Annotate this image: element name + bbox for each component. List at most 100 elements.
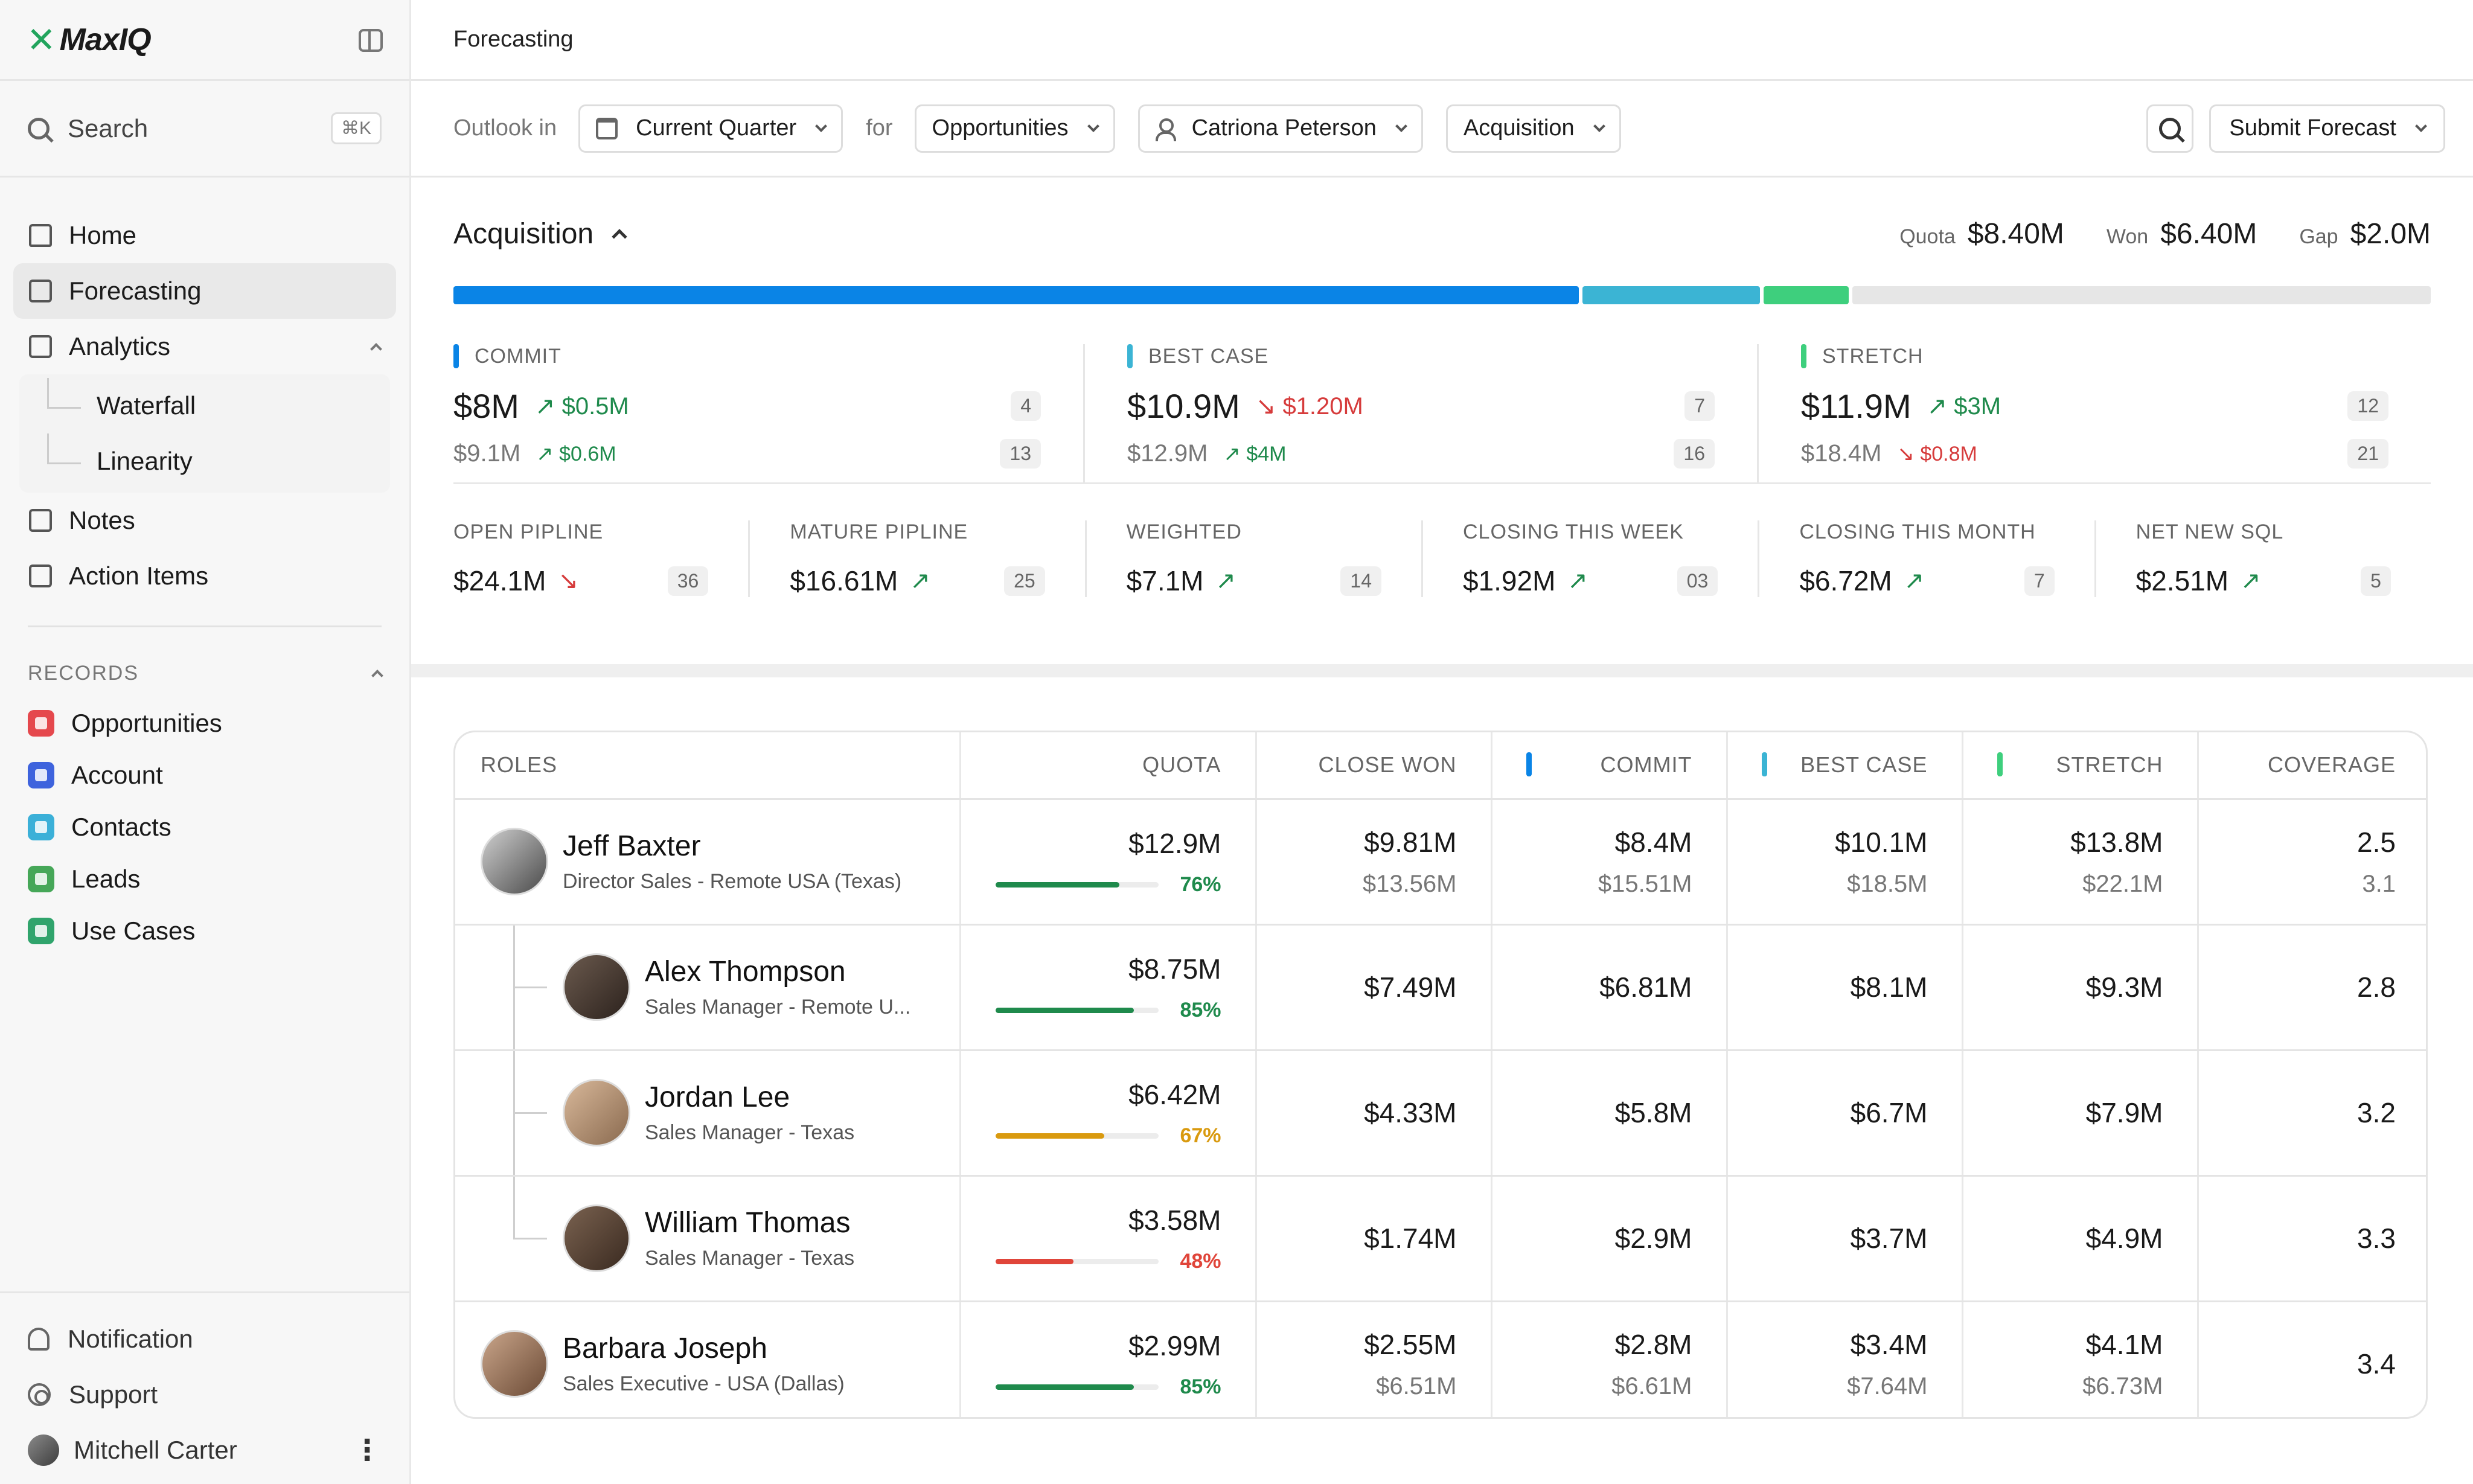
column-header-quota[interactable]: QUOTA — [959, 732, 1256, 800]
metric-open-pipline[interactable]: OPEN PIPLINE $24.1M ↘ 36 — [453, 520, 748, 597]
pipeline-metrics: OPEN PIPLINE $24.1M ↘ 36 MATURE PIPLINE $16.6… — [453, 520, 2431, 597]
sidebar-item-analytics[interactable]: Analytics — [13, 319, 396, 374]
column-header-label: STRETCH — [2056, 752, 2163, 778]
person-name[interactable]: William Thomas — [645, 1207, 851, 1239]
coverage-cell: 3.4 — [2196, 1301, 2426, 1417]
owner-select[interactable]: Catriona Peterson — [1137, 104, 1423, 153]
card-sub-value: $12.9M — [1127, 440, 1208, 467]
sidebar-item-support[interactable]: Support — [0, 1367, 409, 1422]
person-name[interactable]: Barbara Joseph — [563, 1332, 767, 1364]
forecast-card-commit[interactable]: COMMIT $8M ↗ $0.5M 4 $9.1M ↗ $0.6M 13 — [453, 344, 1083, 482]
coverage-value: 2.8 — [2357, 971, 2396, 1003]
card-delta: ↗ $0.5M — [535, 392, 629, 420]
user-profile[interactable]: Mitchell Carter ⋮ — [0, 1422, 409, 1478]
metric-closing-this-month[interactable]: CLOSING THIS MONTH $6.72M ↗ 7 — [1758, 520, 2094, 597]
card-delta: ↘ $1.20M — [1256, 392, 1363, 420]
sidebar-item-use-cases[interactable]: Use Cases — [0, 905, 409, 957]
sidebar-nav: Home Forecasting Analytics Waterfall Lin… — [0, 178, 409, 604]
submit-forecast-button[interactable]: Submit Forecast — [2209, 104, 2445, 153]
table-row[interactable]: Alex Thompson Sales Manager - Remote U...… — [455, 924, 2426, 1051]
person: Jordan Lee Sales Manager - Texas — [481, 1051, 959, 1175]
sidebar-item-opportunities[interactable]: Opportunities — [0, 697, 409, 749]
column-header-commit[interactable]: COMMIT — [1490, 732, 1727, 800]
sidebar-item-forecasting[interactable]: Forecasting — [13, 263, 396, 319]
chevron-up-icon[interactable] — [612, 229, 627, 245]
close-won-cell: $9.81M $13.56M — [1255, 799, 1491, 926]
trend-up-icon: ↗ — [1567, 568, 1588, 594]
sidebar-item-notification[interactable]: Notification — [0, 1311, 409, 1367]
column-header-coverage[interactable]: COVERAGE — [2196, 732, 2426, 800]
sidebar-item-home[interactable]: Home — [13, 208, 396, 263]
chevron-up-icon[interactable] — [371, 670, 383, 682]
search-button[interactable] — [2146, 104, 2194, 153]
card-sub-value: $18.4M — [1801, 440, 1882, 467]
records-section-header[interactable]: RECORDS — [0, 649, 409, 697]
sidebar-search[interactable]: Search ⌘K — [0, 81, 409, 178]
person-role: Director Sales - Remote USA (Texas) — [563, 870, 902, 893]
card-value: $10.9M — [1127, 387, 1240, 425]
sidebar-footer: Notification Support Mitchell Carter ⋮ — [0, 1291, 409, 1484]
best-case-value: $8.1M — [1850, 971, 1928, 1003]
stretch-cell: $9.3M — [1961, 924, 2198, 1051]
metric-row: $2.51M ↗ 5 — [2136, 564, 2391, 597]
person-info: Jeff Baxter Director Sales - Remote USA (… — [563, 830, 901, 894]
commit-value: $6.81M — [1599, 971, 1692, 1003]
sidebar-item-label: Analytics — [69, 332, 171, 360]
avatar — [481, 828, 548, 895]
table-row[interactable]: William Thomas Sales Manager - Texas $3.58… — [455, 1175, 2426, 1302]
card-main-row: $11.9M ↗ $3M 12 — [1801, 386, 2388, 426]
calendar-icon — [596, 117, 618, 139]
card-sub-delta: ↗ $0.6M — [536, 442, 616, 466]
gap-label: Gap — [2299, 225, 2338, 248]
card-sub-row: $12.9M ↗ $4M 16 — [1127, 439, 1715, 469]
metric-closing-this-week[interactable]: CLOSING THIS WEEK $1.92M ↗ 03 — [1421, 520, 1758, 597]
sidebar-item-leads[interactable]: Leads — [0, 853, 409, 905]
close-won-value: $1.74M — [1364, 1223, 1457, 1254]
coverage-cell: 2.8 — [2196, 924, 2426, 1051]
sidebar-item-notes[interactable]: Notes — [13, 493, 396, 548]
card-sub-delta-value: $0.6M — [559, 442, 616, 465]
column-header-stretch[interactable]: STRETCH — [1961, 732, 2198, 800]
sidebar-item-contacts[interactable]: Contacts — [0, 801, 409, 853]
person-name[interactable]: Jordan Lee — [645, 1081, 790, 1113]
sidebar-item-label: Home — [69, 221, 137, 249]
person-role: Sales Manager - Texas — [645, 1247, 855, 1270]
metric-net-new-sql[interactable]: NET NEW SQL $2.51M ↗ 5 — [2094, 520, 2431, 597]
avatar — [28, 1434, 59, 1466]
segment-select[interactable]: Acquisition — [1445, 104, 1621, 153]
column-header-close-won[interactable]: CLOSE WON — [1255, 732, 1491, 800]
table-row[interactable]: Jordan Lee Sales Manager - Texas $6.42M 67%… — [455, 1050, 2426, 1177]
search-icon — [28, 117, 50, 139]
sidebar-item-linearity[interactable]: Linearity — [19, 433, 390, 489]
attainment-bar-fill — [995, 1384, 1134, 1390]
more-options-icon[interactable]: ⋮ — [353, 1434, 382, 1466]
sidebar: ✕ MaxIQ Search ⌘K Home Forecasting Analy… — [0, 0, 411, 1484]
close-won-sub-value: $6.51M — [1376, 1372, 1457, 1399]
sidebar-collapse-icon[interactable] — [359, 29, 383, 52]
person-name[interactable]: Jeff Baxter — [563, 830, 701, 862]
sidebar-item-action-items[interactable]: Action Items — [13, 548, 396, 604]
sidebar-item-account[interactable]: Account — [0, 749, 409, 801]
for-label: for — [866, 115, 893, 141]
table-row[interactable]: Jeff Baxter Director Sales - Remote USA (… — [455, 799, 2426, 926]
metric-mature-pipline[interactable]: MATURE PIPLINE $16.61M ↗ 25 — [748, 520, 1084, 597]
person-name[interactable]: Alex Thompson — [645, 956, 846, 988]
record-type-select[interactable]: Opportunities — [914, 104, 1115, 153]
chevron-up-icon[interactable] — [370, 343, 382, 355]
forecast-card-best-case[interactable]: BEST CASE $10.9M ↘ $1.20M 7 $12.9M ↗ $4M 16 — [1083, 344, 1757, 482]
user-icon — [1155, 118, 1176, 141]
count-badge: 36 — [667, 566, 709, 596]
quota-attainment: 76% — [961, 873, 1221, 897]
metric-weighted[interactable]: WEIGHTED $7.1M ↗ 14 — [1084, 520, 1421, 597]
column-header-best-case[interactable]: BEST CASE — [1726, 732, 1962, 800]
period-select[interactable]: Current Quarter — [578, 104, 843, 153]
column-header-roles[interactable]: ROLES — [455, 732, 960, 800]
table-row[interactable]: Barbara Joseph Sales Executive - USA (Dal… — [455, 1301, 2426, 1417]
category-color-marker — [1127, 344, 1133, 368]
sidebar-item-waterfall[interactable]: Waterfall — [19, 378, 390, 433]
card-value: $8M — [453, 387, 519, 425]
avatar — [563, 1204, 630, 1272]
card-sub-delta: ↘ $0.8M — [1897, 442, 1977, 466]
forecast-card-stretch[interactable]: STRETCH $11.9M ↗ $3M 12 $18.4M ↘ $0.8M 21 — [1757, 344, 2431, 482]
card-label-text: STRETCH — [1822, 344, 1924, 368]
